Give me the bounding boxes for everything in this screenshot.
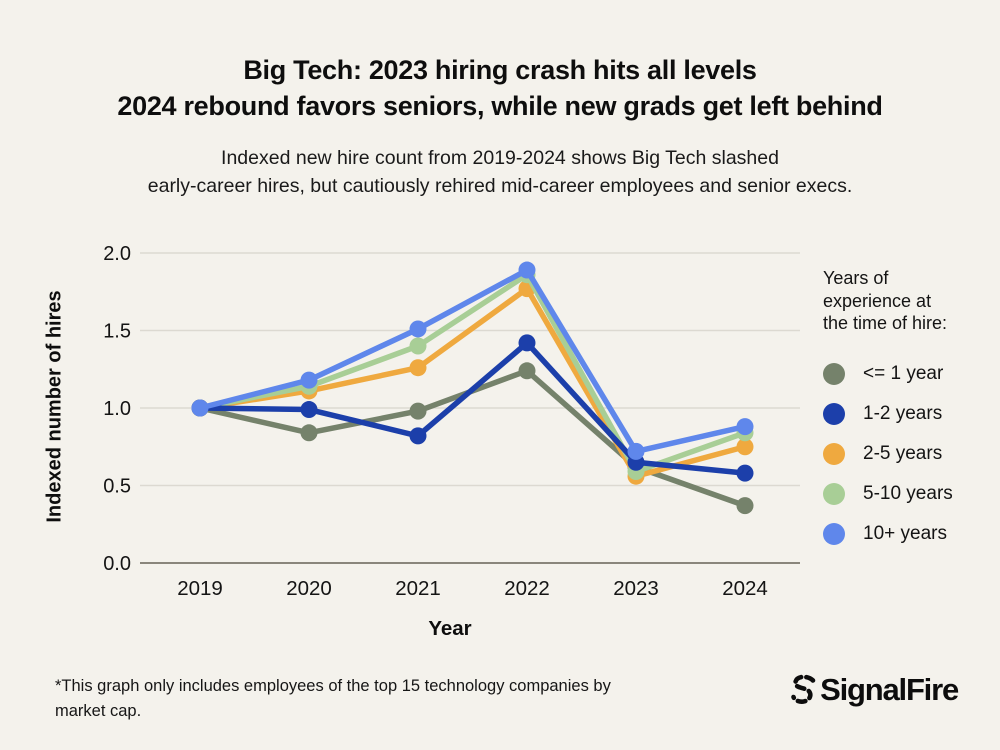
data-point xyxy=(409,359,427,377)
data-point xyxy=(627,442,645,460)
series-line-4 xyxy=(197,267,748,455)
data-point xyxy=(409,337,427,355)
legend-item: <= 1 year xyxy=(823,354,998,394)
series-line-3 xyxy=(197,340,748,476)
x-tick-label: 2023 xyxy=(613,577,659,600)
legend-title: Years of experience at the time of hire: xyxy=(823,268,948,333)
legend-dot xyxy=(823,362,845,385)
legend-item: 2-5 years xyxy=(823,434,998,474)
data-point xyxy=(409,320,427,338)
legend-dot xyxy=(823,522,845,545)
legend-label: 5-10 years xyxy=(863,482,953,504)
data-point xyxy=(736,438,754,456)
y-tick-label: 2.0 xyxy=(103,243,131,265)
data-point xyxy=(409,427,427,445)
legend-dot xyxy=(823,402,845,425)
data-point xyxy=(191,399,209,417)
signalfire-logo-text: SignalFire xyxy=(820,672,959,707)
footnote: *This graph only includes employees of t… xyxy=(55,677,611,720)
data-point xyxy=(518,362,536,380)
x-tick-label: 2021 xyxy=(395,577,441,600)
chart-legend: Years of experience at the time of hire:… xyxy=(823,267,998,554)
y-tick-label: 0.0 xyxy=(103,553,131,575)
data-point xyxy=(736,418,754,436)
x-axis-title: Year xyxy=(428,617,472,640)
y-tick-label: 1.0 xyxy=(103,398,131,420)
legend-label: 2-5 years xyxy=(863,442,943,464)
chart-subtitle: Indexed new hire count from 2019-2024 sh… xyxy=(147,147,853,197)
x-tick-label: 2024 xyxy=(722,577,768,600)
data-point xyxy=(409,402,427,420)
signalfire-logo-icon xyxy=(791,674,816,704)
legend-item-list: <= 1 year 1-2 years 2-5 years 5-10 years 10+… xyxy=(823,354,998,554)
legend-item: 5-10 years xyxy=(823,474,998,514)
page-title: Big Tech: 2023 hiring crash hits all lev… xyxy=(117,55,883,121)
x-tick-label: 2020 xyxy=(286,577,332,600)
data-point xyxy=(518,261,536,279)
legend-item: 1-2 years xyxy=(823,394,998,434)
data-point xyxy=(300,424,318,442)
y-tick-label: 0.5 xyxy=(103,476,131,498)
legend-label: 1-2 years xyxy=(863,402,943,424)
x-tick-label: 2019 xyxy=(177,577,223,600)
series-line-2 xyxy=(197,271,748,475)
data-point xyxy=(736,497,754,515)
series-line-1 xyxy=(197,285,748,479)
y-tick-label: 1.5 xyxy=(103,321,131,343)
legend-dot xyxy=(823,442,845,465)
legend-dot xyxy=(823,482,845,505)
data-point xyxy=(300,371,318,389)
data-point xyxy=(736,464,754,482)
legend-label: <= 1 year xyxy=(863,362,944,384)
legend-item: 10+ years xyxy=(823,514,998,554)
y-axis-title: Indexed number of hires xyxy=(43,290,66,523)
legend-label: 10+ years xyxy=(863,522,947,544)
signalfire-logo: SignalFire xyxy=(790,669,959,711)
data-point xyxy=(300,401,318,419)
data-point xyxy=(518,334,536,352)
x-tick-label: 2022 xyxy=(504,577,550,600)
